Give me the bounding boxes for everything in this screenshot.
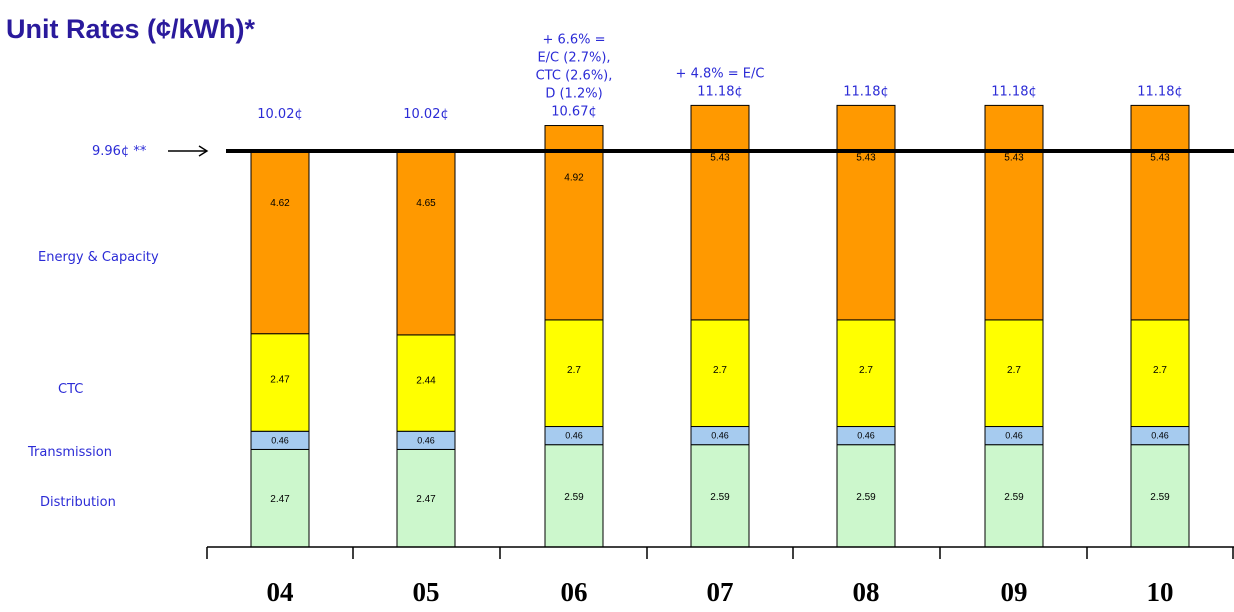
bar-stack-05: 2.47 0.46 2.44 4.65 xyxy=(396,150,456,548)
data-label: 0.46 xyxy=(857,431,875,441)
bar-stack-10: 2.59 0.46 2.7 5.43 xyxy=(1130,104,1190,548)
bar-segment-ctc xyxy=(984,319,1044,428)
bar-segment-ctc xyxy=(1130,319,1190,428)
data-label: 2.47 xyxy=(270,494,290,505)
bar-segment-ctc xyxy=(544,319,604,428)
bar-annotation-07: + 4.8% = E/C xyxy=(676,66,765,81)
x-tick-label: 04 xyxy=(267,577,294,607)
data-label: 2.7 xyxy=(859,365,873,376)
bar-segment-ctc xyxy=(690,319,750,428)
data-label: 4.65 xyxy=(416,198,436,209)
bar-segment-energy-capacity xyxy=(396,150,456,336)
bar-total-06: 10.67¢ xyxy=(551,105,597,120)
data-label: 0.46 xyxy=(271,435,289,445)
bar-annotation-06: + 6.6% = xyxy=(542,33,605,48)
bar-total-08: 11.18¢ xyxy=(843,84,889,99)
data-label: 2.7 xyxy=(713,365,727,376)
bar-segment-ctc xyxy=(836,319,896,428)
bar-stack-08: 2.59 0.46 2.7 5.43 xyxy=(836,104,896,548)
data-label: 0.46 xyxy=(711,431,729,441)
bar-segment-distribution xyxy=(544,444,604,548)
bar-stack-09: 2.59 0.46 2.7 5.43 xyxy=(984,104,1044,548)
data-label: 2.59 xyxy=(1004,492,1024,503)
bar-total-10: 11.18¢ xyxy=(1137,84,1183,99)
bar-segment-energy-capacity xyxy=(690,104,750,321)
bar-segment-distribution xyxy=(984,444,1044,548)
data-label: 2.44 xyxy=(416,375,436,386)
data-label: 2.7 xyxy=(567,365,581,376)
row-label-energy-capacity: Energy & Capacity xyxy=(38,250,159,265)
data-label: 2.47 xyxy=(270,375,290,386)
bar-annotations: 10.02¢ 10.02¢ 10.67¢ D (1.2%) CTC (2.6%), E/C… xyxy=(257,33,1183,122)
data-label: 2.7 xyxy=(1153,365,1167,376)
bar-segment-energy-capacity xyxy=(984,104,1044,321)
arrow-right-icon xyxy=(198,145,209,157)
data-label: 2.47 xyxy=(416,494,436,505)
bar-annotation-06: CTC (2.6%), xyxy=(536,69,613,84)
x-tick-label: 08 xyxy=(853,577,880,607)
series-row-labels: Distribution Transmission CTC Energy & Capa… xyxy=(27,250,159,510)
stacked-bars: 2.47 0.46 2.47 4.62 2.47 0.46 2.44 4.65 2.59 0.46… xyxy=(250,104,1190,548)
data-label: 5.43 xyxy=(1004,152,1024,163)
data-label: 2.59 xyxy=(856,492,876,503)
data-label: 0.46 xyxy=(565,431,583,441)
data-label: 0.46 xyxy=(1151,431,1169,441)
data-label: 5.43 xyxy=(856,152,876,163)
bar-segment-distribution xyxy=(250,448,310,548)
x-tick-label: 10 xyxy=(1147,577,1174,607)
data-label: 2.59 xyxy=(564,492,584,503)
row-label-ctc: CTC xyxy=(58,382,83,397)
bar-segment-distribution xyxy=(396,448,456,548)
x-tick-label: 05 xyxy=(413,577,440,607)
x-axis: 04 05 06 07 08 09 10 xyxy=(206,546,1234,607)
bar-annotation-06: E/C (2.7%), xyxy=(537,51,610,66)
data-label: 0.46 xyxy=(1005,431,1023,441)
bar-total-05: 10.02¢ xyxy=(403,107,449,122)
data-label: 4.62 xyxy=(270,198,290,209)
bar-stack-04: 2.47 0.46 2.47 4.62 xyxy=(250,150,310,548)
reference-line-label: 9.96¢ ** xyxy=(92,144,147,159)
bar-segment-energy-capacity xyxy=(544,125,604,321)
bar-total-04: 10.02¢ xyxy=(257,107,303,122)
bar-annotation-06: D (1.2%) xyxy=(545,87,602,102)
bar-total-09: 11.18¢ xyxy=(991,84,1037,99)
data-label: 2.7 xyxy=(1007,365,1021,376)
bar-stack-06: 2.59 0.46 2.7 4.92 xyxy=(544,125,604,548)
bar-segment-distribution xyxy=(1130,444,1190,548)
bar-total-07: 11.18¢ xyxy=(697,84,743,99)
bar-segment-energy-capacity xyxy=(836,104,896,321)
x-tick-label: 07 xyxy=(707,577,734,607)
data-label: 2.59 xyxy=(1150,492,1170,503)
data-label: 5.43 xyxy=(1150,152,1170,163)
reference-line-group: 9.96¢ ** xyxy=(92,144,1234,159)
bar-stack-07: 2.59 0.46 2.7 5.43 xyxy=(690,104,750,548)
row-label-transmission: Transmission xyxy=(27,445,112,460)
data-label: 5.43 xyxy=(710,152,730,163)
x-tick-label: 06 xyxy=(561,577,588,607)
row-label-distribution: Distribution xyxy=(40,495,116,510)
data-label: 2.59 xyxy=(710,492,730,503)
data-label: 0.46 xyxy=(417,435,435,445)
chart-title: Unit Rates (¢/kWh)* xyxy=(6,14,256,44)
bar-segment-energy-capacity xyxy=(1130,104,1190,321)
x-tick-label: 09 xyxy=(1001,577,1028,607)
bar-segment-energy-capacity xyxy=(250,150,310,335)
data-label: 4.92 xyxy=(564,173,584,184)
